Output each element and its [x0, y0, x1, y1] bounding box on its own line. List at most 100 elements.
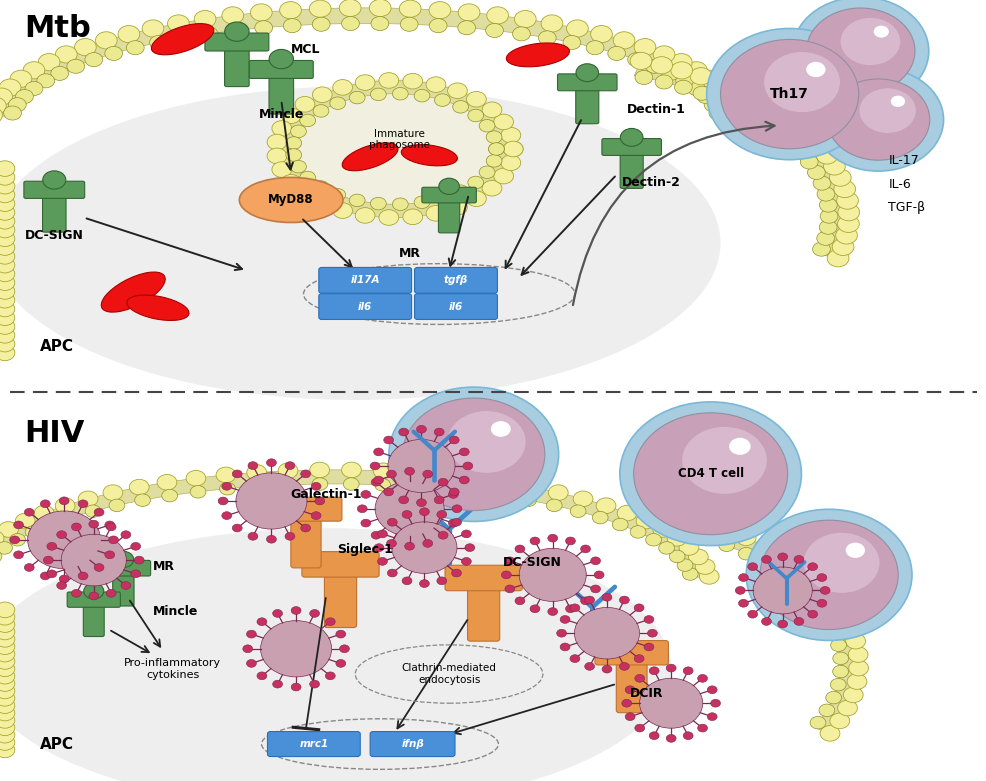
Circle shape [40, 500, 50, 508]
Polygon shape [673, 516, 858, 733]
Circle shape [103, 485, 122, 501]
Circle shape [859, 88, 915, 133]
Circle shape [370, 462, 380, 470]
Circle shape [291, 607, 301, 615]
Circle shape [232, 524, 242, 532]
Circle shape [200, 27, 218, 41]
FancyBboxPatch shape [24, 181, 85, 198]
Circle shape [387, 569, 396, 577]
Circle shape [286, 148, 302, 161]
Circle shape [250, 4, 272, 21]
Circle shape [78, 572, 88, 580]
Circle shape [803, 533, 879, 593]
Circle shape [361, 490, 371, 498]
Circle shape [426, 205, 446, 221]
Circle shape [0, 550, 2, 562]
Circle shape [129, 480, 149, 495]
Circle shape [590, 26, 611, 43]
Circle shape [414, 196, 430, 209]
Circle shape [819, 726, 839, 741]
Circle shape [249, 480, 265, 493]
Circle shape [246, 659, 256, 667]
Circle shape [0, 98, 6, 115]
Circle shape [777, 553, 787, 561]
Circle shape [556, 629, 566, 637]
Circle shape [621, 699, 631, 707]
Circle shape [435, 467, 455, 483]
Circle shape [25, 564, 35, 572]
Circle shape [222, 483, 232, 490]
Circle shape [807, 563, 816, 571]
Circle shape [272, 162, 292, 177]
Circle shape [771, 106, 793, 123]
Circle shape [285, 462, 295, 469]
Circle shape [332, 203, 352, 219]
Circle shape [416, 426, 426, 433]
Circle shape [529, 537, 539, 545]
Circle shape [369, 0, 390, 16]
Circle shape [283, 19, 301, 33]
Circle shape [404, 465, 424, 480]
Circle shape [676, 559, 692, 572]
Circle shape [55, 46, 77, 63]
Circle shape [458, 448, 468, 456]
Circle shape [355, 208, 375, 223]
Circle shape [300, 171, 316, 184]
Circle shape [0, 646, 15, 662]
Circle shape [462, 462, 472, 470]
Circle shape [501, 127, 521, 143]
Circle shape [43, 519, 59, 531]
Circle shape [652, 522, 671, 537]
Circle shape [414, 89, 430, 102]
Text: Immature
phagosome: Immature phagosome [369, 129, 430, 151]
Circle shape [453, 185, 468, 198]
Circle shape [807, 166, 824, 180]
Polygon shape [0, 8, 739, 116]
Circle shape [835, 226, 857, 244]
Circle shape [0, 654, 15, 669]
Circle shape [467, 177, 483, 189]
Circle shape [452, 569, 461, 577]
Circle shape [285, 533, 295, 540]
Circle shape [218, 497, 228, 505]
Ellipse shape [274, 78, 515, 219]
Circle shape [398, 496, 408, 504]
Circle shape [379, 209, 398, 225]
FancyBboxPatch shape [291, 512, 320, 568]
Circle shape [0, 676, 15, 691]
Circle shape [75, 38, 97, 55]
Circle shape [833, 607, 853, 622]
Ellipse shape [126, 295, 189, 320]
Circle shape [371, 531, 381, 539]
Circle shape [266, 458, 276, 466]
Circle shape [312, 17, 329, 31]
Circle shape [59, 575, 69, 583]
Circle shape [763, 52, 839, 112]
Circle shape [689, 68, 711, 85]
Circle shape [633, 38, 655, 55]
Circle shape [312, 478, 327, 490]
Circle shape [832, 652, 848, 665]
Circle shape [311, 483, 320, 490]
Circle shape [633, 413, 787, 535]
Circle shape [889, 95, 904, 107]
Circle shape [777, 620, 787, 628]
FancyBboxPatch shape [302, 551, 379, 577]
FancyBboxPatch shape [601, 138, 661, 155]
Circle shape [540, 15, 562, 32]
Circle shape [0, 257, 15, 273]
Circle shape [357, 505, 367, 512]
Text: mrc1: mrc1 [299, 739, 328, 749]
Circle shape [295, 97, 315, 112]
Circle shape [429, 2, 451, 19]
Circle shape [645, 533, 661, 546]
Ellipse shape [151, 23, 214, 55]
Circle shape [687, 81, 705, 95]
Circle shape [335, 659, 345, 667]
Text: Th17: Th17 [769, 87, 809, 101]
Circle shape [448, 519, 458, 527]
Circle shape [399, 0, 421, 17]
Circle shape [745, 509, 911, 640]
Circle shape [94, 508, 104, 516]
Circle shape [694, 558, 714, 574]
